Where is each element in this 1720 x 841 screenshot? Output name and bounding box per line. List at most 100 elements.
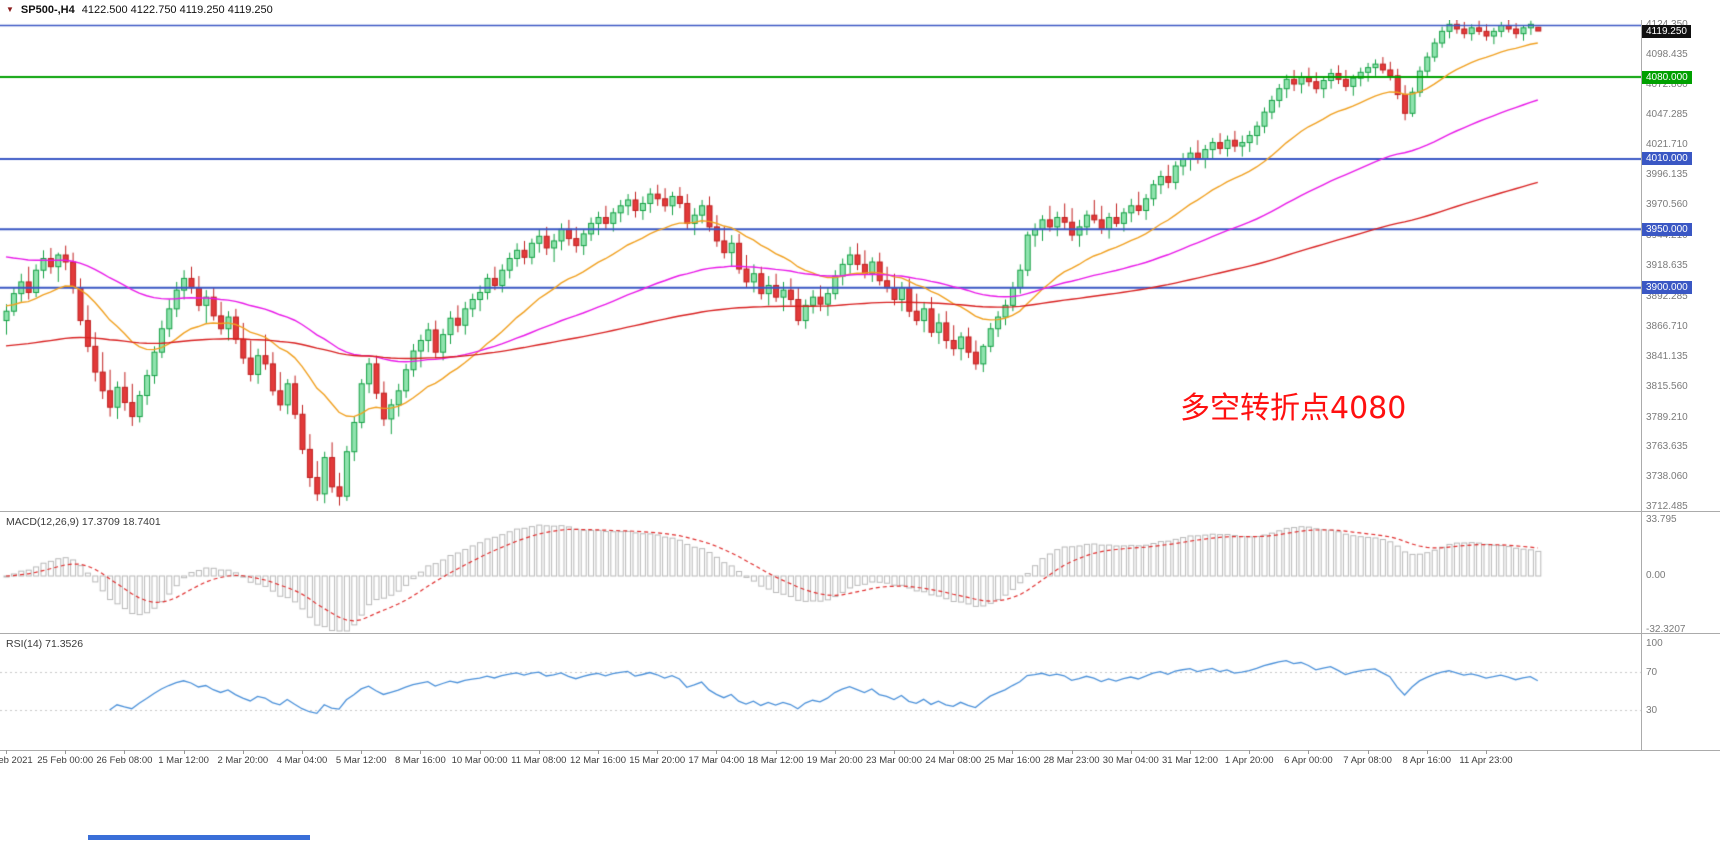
- price-tick-label: 3712.485: [1646, 501, 1688, 513]
- time-tick-mark: [1486, 750, 1487, 754]
- price-tick-label: 3996.135: [1646, 169, 1688, 181]
- time-tick-mark: [1249, 750, 1251, 754]
- price-tick-label: 3815.560: [1646, 380, 1688, 392]
- price-tick-label: 4098.435: [1646, 49, 1688, 61]
- time-axis-label: 4 Mar 04:00: [276, 755, 328, 766]
- annotation-text: 多空转折点4080: [1180, 391, 1407, 426]
- time-axis-label: 11 Apr 23:00: [1459, 755, 1513, 766]
- price-tick-label: 4072.860: [1646, 79, 1688, 91]
- time-axis-label: 10 Mar 00:00: [451, 755, 508, 766]
- rsi-label-text: RSI(14): [6, 638, 43, 650]
- price-tick-label: 3841.135: [1646, 350, 1688, 362]
- time-axis-label: 6 Apr 00:00: [1284, 755, 1333, 766]
- price-tick-label: 3918.635: [1646, 259, 1688, 271]
- time-tick-mark: [953, 750, 955, 754]
- price-tick-label: 3892.285: [1646, 290, 1688, 302]
- macd-indicator-pane[interactable]: [0, 512, 1641, 633]
- time-axis-label: 11 Mar 08:00: [511, 755, 567, 766]
- rsi-value-text: 71.3526: [45, 638, 84, 650]
- time-axis-label: 8 Mar 16:00: [395, 755, 446, 766]
- time-tick-mark: [6, 750, 7, 754]
- rsi-scale-label: 100: [1646, 638, 1663, 649]
- price-tick-label: 3789.210: [1646, 411, 1688, 423]
- time-tick-mark: [65, 750, 67, 754]
- macd-label-text: MACD(12,26,9): [6, 516, 79, 528]
- price-tick-label: 4021.710: [1646, 139, 1688, 151]
- time-tick-mark: [1130, 750, 1132, 754]
- time-tick-mark: [1367, 750, 1369, 754]
- main-price-chart[interactable]: [0, 20, 1641, 511]
- time-axis-label: 31 Mar 12:00: [1162, 755, 1218, 766]
- time-axis-label: 30 Mar 04:00: [1102, 755, 1159, 766]
- time-axis-label: 2 Mar 20:00: [217, 755, 269, 766]
- price-level-tag: 3950.000: [1642, 222, 1692, 236]
- price-tick-label: 3738.060: [1646, 471, 1688, 483]
- price-tick-label: 3866.710: [1646, 320, 1688, 332]
- rsi-scale-label: 30: [1646, 704, 1658, 716]
- symbol-menu-icon[interactable]: ▼: [6, 5, 14, 14]
- time-axis-label: 19 Mar 20:00: [806, 755, 863, 766]
- time-axis-label: 12 Mar 16:00: [570, 755, 626, 766]
- time-axis-label: 17 Mar 04:00: [688, 755, 745, 766]
- scrollbar-thumb[interactable]: [88, 835, 310, 840]
- time-tick-mark: [1426, 750, 1428, 754]
- price-tick-label: 4047.285: [1646, 109, 1688, 121]
- time-tick-mark: [834, 750, 836, 754]
- time-axis-label: 18 Mar 12:00: [747, 755, 804, 766]
- time-tick-mark: [1190, 750, 1191, 754]
- price-level-tag: 4080.000: [1642, 70, 1692, 84]
- pane-divider-rsi[interactable]: [0, 633, 1720, 634]
- rsi-scale-label: 70: [1646, 666, 1658, 678]
- macd-scale-label: 33.795: [1646, 514, 1677, 525]
- rsi-indicator-label: RSI(14) 71.3526: [6, 638, 84, 650]
- time-axis-label: 1 Apr 20:00: [1224, 755, 1274, 766]
- time-tick-mark: [775, 750, 777, 754]
- price-level-tag: 3900.000: [1642, 281, 1692, 295]
- time-tick-mark: [657, 750, 659, 754]
- macd-values-text: 17.3709 18.7401: [81, 516, 161, 528]
- time-axis-label: 24 Mar 08:00: [925, 755, 982, 766]
- macd-scale-label: -32.3207: [1646, 623, 1686, 635]
- rsi-indicator-pane[interactable]: [0, 634, 1641, 750]
- ohlc-values: 4122.500 4122.750 4119.250 4119.250: [81, 4, 273, 16]
- macd-indicator-label: MACD(12,26,9) 17.3709 18.7401: [6, 516, 161, 528]
- time-axis-label: 5 Mar 12:00: [335, 755, 387, 766]
- time-axis-label: 28 Mar 23:00: [1043, 755, 1100, 766]
- time-tick-mark: [894, 750, 895, 754]
- time-tick-mark: [1308, 750, 1310, 754]
- time-axis-label: 1 Mar 12:00: [158, 755, 209, 766]
- time-tick-mark: [302, 750, 303, 754]
- time-axis-label: 26 Feb 08:00: [96, 755, 153, 766]
- time-tick-mark: [598, 750, 599, 754]
- symbol-period-label: SP500-,H4: [20, 4, 75, 16]
- time-axis-label: 25 Feb 00:00: [37, 755, 94, 766]
- time-tick-mark: [420, 750, 422, 754]
- time-tick-mark: [716, 750, 718, 754]
- time-tick-mark: [1071, 750, 1073, 754]
- price-tick-label: 3970.560: [1646, 199, 1688, 211]
- time-tick-mark: [124, 750, 126, 754]
- chart-title-bar: ▼ SP500-,H4 4122.500 4122.750 4119.250 4…: [0, 0, 1646, 20]
- price-level-tag: 4119.250: [1642, 24, 1691, 38]
- time-axis-label: 7 Apr 08:00: [1343, 755, 1392, 766]
- macd-scale-label: 0.00: [1646, 570, 1666, 581]
- price-level-tag: 4010.000: [1642, 152, 1692, 166]
- time-tick-mark: [479, 750, 481, 754]
- pane-divider-macd[interactable]: [0, 511, 1720, 512]
- time-axis-label: 23 Feb 2021: [0, 755, 33, 766]
- time-axis-label: 25 Mar 16:00: [984, 755, 1041, 766]
- time-tick-mark: [361, 750, 363, 754]
- time-axis-label: 15 Mar 20:00: [629, 755, 686, 766]
- time-axis-label: 8 Apr 16:00: [1402, 755, 1452, 766]
- time-tick-mark: [538, 750, 540, 754]
- scrollbar-track[interactable]: [0, 834, 1720, 841]
- price-axis-border: [1641, 20, 1642, 751]
- time-tick-mark: [242, 750, 244, 754]
- time-axis-divider: [0, 750, 1720, 751]
- price-tick-label: 3763.635: [1646, 441, 1688, 453]
- time-tick-mark: [183, 750, 185, 754]
- time-tick-mark: [1012, 750, 1014, 754]
- time-axis-label: 23 Mar 00:00: [866, 755, 922, 766]
